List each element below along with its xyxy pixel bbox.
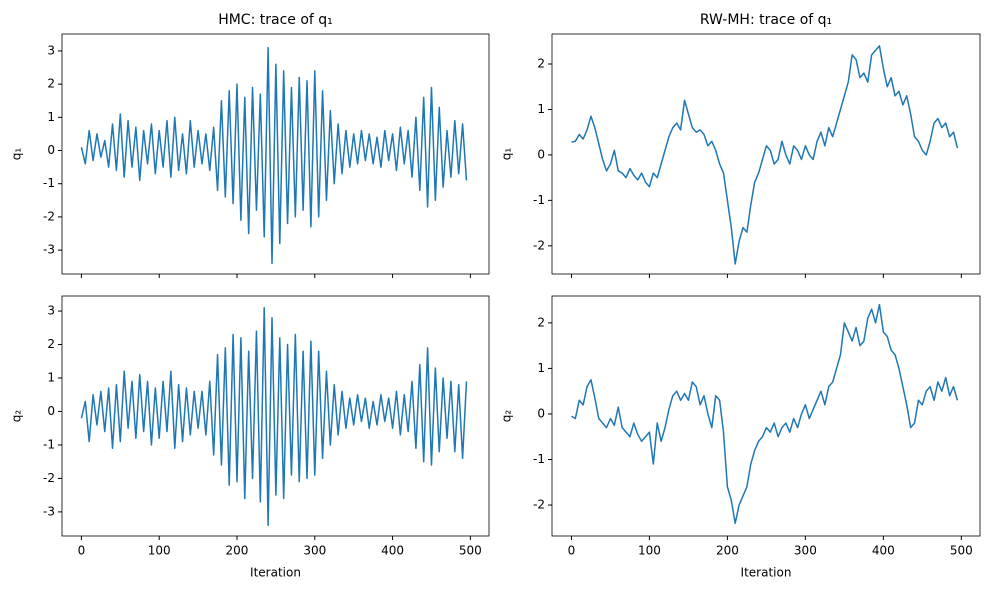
x-tick-label: 0 xyxy=(78,544,86,558)
y-tick-label: -2 xyxy=(43,209,55,223)
x-tick-label: 100 xyxy=(148,544,171,558)
x-tick-label: 300 xyxy=(794,544,817,558)
axes-frame xyxy=(551,295,981,537)
y-tick-label: -2 xyxy=(43,471,55,485)
y-axis-label: q₁ xyxy=(10,148,24,161)
x-tick-label: 400 xyxy=(381,544,404,558)
y-tick-label: 2 xyxy=(537,315,545,329)
trace-line xyxy=(571,303,959,524)
y-tick-label: -1 xyxy=(43,437,55,451)
y-tick-label: 0 xyxy=(47,404,55,418)
x-axis-label: Iteration xyxy=(741,566,792,580)
x-tick-label: 500 xyxy=(950,544,973,558)
axes-frame xyxy=(61,295,490,537)
y-tick-label: -2 xyxy=(533,238,545,252)
y-tick-label: 1 xyxy=(47,110,55,124)
y-tick-label: -3 xyxy=(43,243,55,257)
y-tick-label: 1 xyxy=(47,371,55,385)
y-tick-label: 0 xyxy=(537,406,545,420)
y-tick-label: -1 xyxy=(43,176,55,190)
chart-title: HMC: trace of q₁ xyxy=(218,12,333,28)
y-tick-label: 2 xyxy=(47,337,55,351)
x-tick-label: 0 xyxy=(568,544,576,558)
plot-area xyxy=(571,303,959,524)
y-axis-label: q₂ xyxy=(10,410,24,423)
axes-frame xyxy=(551,33,981,275)
trace-line xyxy=(80,46,468,265)
chart-title: RW-MH: trace of q₁ xyxy=(700,12,832,28)
y-tick-label: 2 xyxy=(47,77,55,91)
x-axis-label: Iteration xyxy=(250,566,301,580)
x-tick-label: 500 xyxy=(459,544,482,558)
y-tick-label: 1 xyxy=(537,361,545,375)
x-tick-label: 200 xyxy=(716,544,739,558)
axes-frame xyxy=(61,33,490,275)
y-axis-label: q₁ xyxy=(500,148,514,161)
y-tick-label: 1 xyxy=(537,102,545,116)
x-tick-label: 300 xyxy=(303,544,326,558)
y-tick-label: 0 xyxy=(537,147,545,161)
plot-area xyxy=(80,46,468,265)
plot-area xyxy=(80,306,468,527)
x-tick-label: 400 xyxy=(872,544,895,558)
y-tick-label: 3 xyxy=(47,304,55,318)
x-tick-label: 100 xyxy=(638,544,661,558)
y-tick-label: 2 xyxy=(537,57,545,71)
y-axis-label: q₂ xyxy=(500,410,514,423)
y-tick-label: -1 xyxy=(533,452,545,466)
y-tick-label: -1 xyxy=(533,193,545,207)
x-tick-label: 200 xyxy=(226,544,249,558)
y-tick-label: 0 xyxy=(47,143,55,157)
y-tick-label: -3 xyxy=(43,504,55,518)
y-tick-label: -2 xyxy=(533,498,545,512)
trace-line xyxy=(571,45,959,265)
trace-line xyxy=(80,306,468,527)
plot-area xyxy=(571,45,959,265)
y-tick-label: 3 xyxy=(47,43,55,57)
